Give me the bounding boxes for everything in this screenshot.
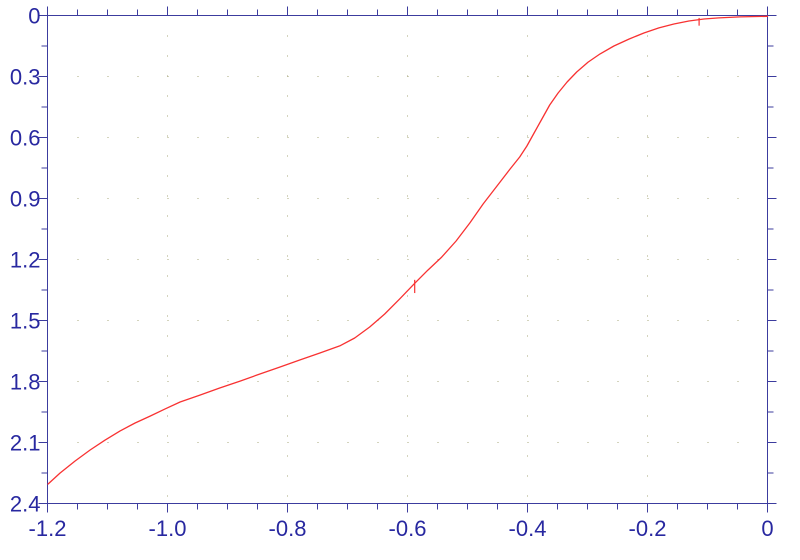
y-tick-label: 1.8 (10, 370, 41, 395)
x-axis-tick-labels: -1.2 -1.0 -0.8 -0.6 -0.4 -0.2 0 (29, 516, 774, 541)
axis-ticks (38, 6, 777, 513)
y-tick-label: 2.1 (10, 431, 41, 456)
y-tick-label: 0.3 (10, 65, 41, 90)
y-tick-label: 1.2 (10, 248, 41, 273)
y-tick-label: 0.6 (10, 126, 41, 151)
y-axis-tick-labels: 0 0.3 0.6 0.9 1.2 1.5 1.8 2.1 2.4 (10, 4, 41, 517)
x-tick-label: -0.4 (509, 516, 547, 541)
grid-dots (77, 35, 739, 497)
x-tick-label: -1.0 (149, 516, 187, 541)
y-tick-label: 2.4 (10, 492, 41, 517)
y-tick-label: 0.9 (10, 187, 41, 212)
x-tick-label: 0 (761, 516, 773, 541)
y-tick-label: 1.5 (10, 309, 41, 334)
x-tick-label: -1.2 (29, 516, 67, 541)
data-curve (47, 15, 769, 485)
curve-artifact-ticks (414, 17, 700, 294)
x-tick-label: -0.8 (269, 516, 307, 541)
y-tick-label: 0 (28, 4, 40, 29)
x-tick-label: -0.6 (389, 516, 427, 541)
x-tick-label: -0.2 (629, 516, 667, 541)
